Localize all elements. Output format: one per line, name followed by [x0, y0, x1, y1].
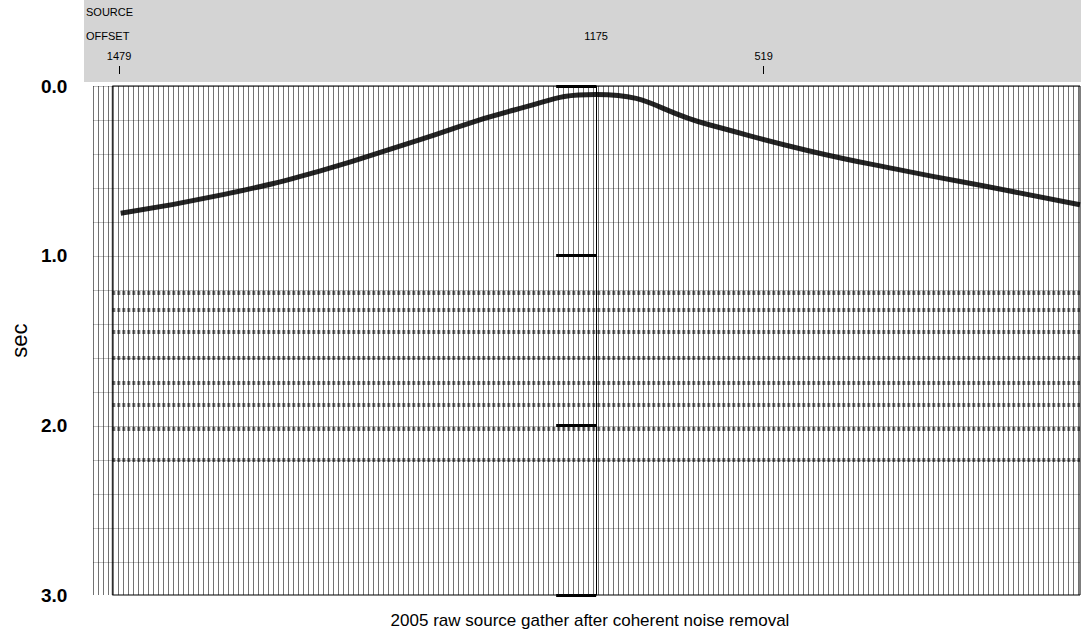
- svg-text:OFFSET: OFFSET: [86, 30, 130, 42]
- svg-text:2005 raw source gather after c: 2005 raw source gather after coherent no…: [391, 611, 790, 630]
- svg-text:1175: 1175: [584, 30, 608, 42]
- svg-text:sec: sec: [7, 323, 32, 357]
- svg-text:1479: 1479: [107, 50, 131, 62]
- svg-text:3.0: 3.0: [41, 585, 67, 606]
- svg-text:2.0: 2.0: [41, 415, 67, 436]
- svg-text:SOURCE: SOURCE: [86, 6, 133, 18]
- svg-text:0.0: 0.0: [41, 76, 67, 97]
- svg-text:519: 519: [754, 50, 772, 62]
- svg-text:1.0: 1.0: [41, 245, 67, 266]
